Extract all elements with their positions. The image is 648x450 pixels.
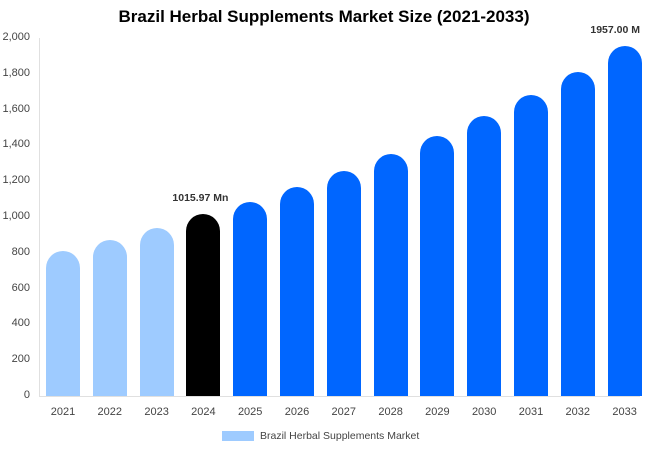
y-tick-label: 0: [23, 389, 30, 401]
plot-area: [40, 38, 642, 396]
data-label-2024: 1015.97 Mn: [172, 192, 229, 205]
y-tick-label: 600: [11, 281, 30, 294]
x-tick-label: 2026: [284, 406, 310, 418]
y-tick-label: 2,000: [2, 31, 30, 43]
bar-2031[interactable]: [514, 94, 548, 396]
legend-label: Brazil Herbal Supplements Market: [260, 430, 420, 442]
data-label-2033: 1957.00 M: [590, 23, 640, 36]
y-tick-label: 200: [11, 353, 30, 366]
bar-2033[interactable]: [607, 45, 642, 396]
bar-2028[interactable]: [373, 154, 408, 396]
x-tick-label: 2031: [518, 406, 544, 418]
bar-2023[interactable]: [139, 227, 174, 396]
bar-2027[interactable]: [326, 171, 361, 396]
bar-2030[interactable]: [467, 116, 502, 396]
x-tick-label: 2025: [237, 406, 263, 418]
x-tick-label: 2022: [97, 406, 123, 418]
x-tick-label: 2030: [471, 406, 497, 418]
x-tick-label: 2023: [144, 406, 169, 418]
bar-2032[interactable]: [560, 72, 595, 396]
bar-2029[interactable]: [420, 135, 455, 396]
bar-2024[interactable]: [186, 214, 221, 396]
x-tick-label: 2028: [378, 406, 403, 418]
x-tick-label: 2029: [425, 406, 450, 418]
legend[interactable]: Brazil Herbal Supplements Market: [222, 430, 419, 442]
x-tick-label: 2033: [612, 406, 637, 418]
y-tick-label: 800: [11, 245, 30, 258]
y-tick-label: 1,600: [2, 102, 30, 115]
y-axis-line: [39, 38, 40, 396]
legend-swatch: [222, 431, 254, 441]
x-tick-label: 2032: [565, 406, 591, 418]
y-tick-label: 1,800: [2, 66, 30, 79]
y-tick-label: 1,400: [2, 138, 30, 151]
bar-2022[interactable]: [92, 240, 127, 396]
chart-title: Brazil Herbal Supplements Market Size (2…: [118, 7, 530, 26]
y-tick-label: 400: [11, 317, 30, 330]
x-axis-line: [39, 396, 640, 397]
bar-2026[interactable]: [280, 186, 314, 396]
y-tick-label: 1,200: [2, 174, 30, 187]
bar-2025[interactable]: [233, 201, 268, 396]
x-tick-label: 2024: [191, 406, 216, 418]
x-tick-label: 2027: [331, 406, 357, 418]
x-tick-label: 2021: [50, 406, 76, 418]
bar-2021[interactable]: [46, 251, 80, 396]
y-tick-label: 1,000: [2, 210, 30, 222]
